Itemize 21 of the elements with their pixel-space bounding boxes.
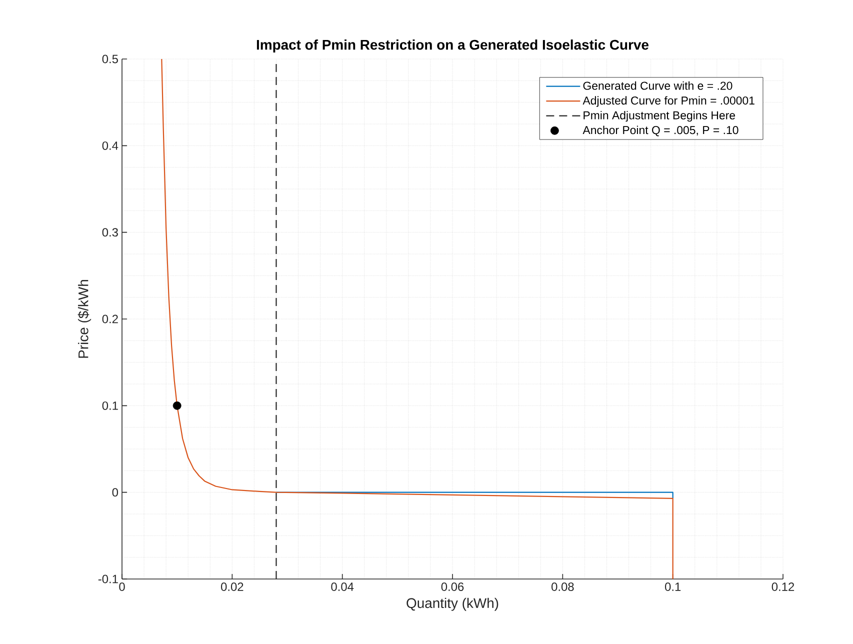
x-tick-label: 0.1 — [665, 582, 681, 591]
x-tick-label: 0 — [119, 582, 125, 591]
chart-title: Impact of Pmin Restriction on a Generated Isoelastic Curve — [256, 40, 648, 52]
legend-label: Generated Curve with e = .20 — [583, 81, 732, 90]
y-tick-label: 0.2 — [102, 314, 118, 324]
y-tick-label: 0.5 — [102, 54, 118, 64]
x-tick-label: 0.06 — [441, 582, 464, 591]
legend-label: Anchor Point Q = .005, P = .10 — [582, 126, 738, 136]
x-axis-title: Quantity (kWh) — [406, 598, 498, 611]
y-tick-label: -0.1 — [98, 574, 118, 584]
y-tick-label: 0.3 — [102, 228, 118, 237]
x-tick-label: 0.08 — [552, 582, 574, 591]
legend-label: Adjusted Curve for Pmin = .00001 — [582, 96, 754, 107]
y-tick-label: 0.4 — [102, 141, 118, 150]
y-tick-label: 0 — [112, 488, 118, 497]
y-tick-label: 0.1 — [102, 401, 118, 410]
x-tick-label: 0.02 — [221, 582, 244, 591]
x-tick-label: 0.12 — [772, 582, 794, 591]
y-axis-title: Price ($/kWh — [78, 280, 92, 358]
x-tick-label: 0.04 — [331, 582, 354, 591]
legend-label: Pmin Adjustment Begins Here — [584, 110, 736, 122]
